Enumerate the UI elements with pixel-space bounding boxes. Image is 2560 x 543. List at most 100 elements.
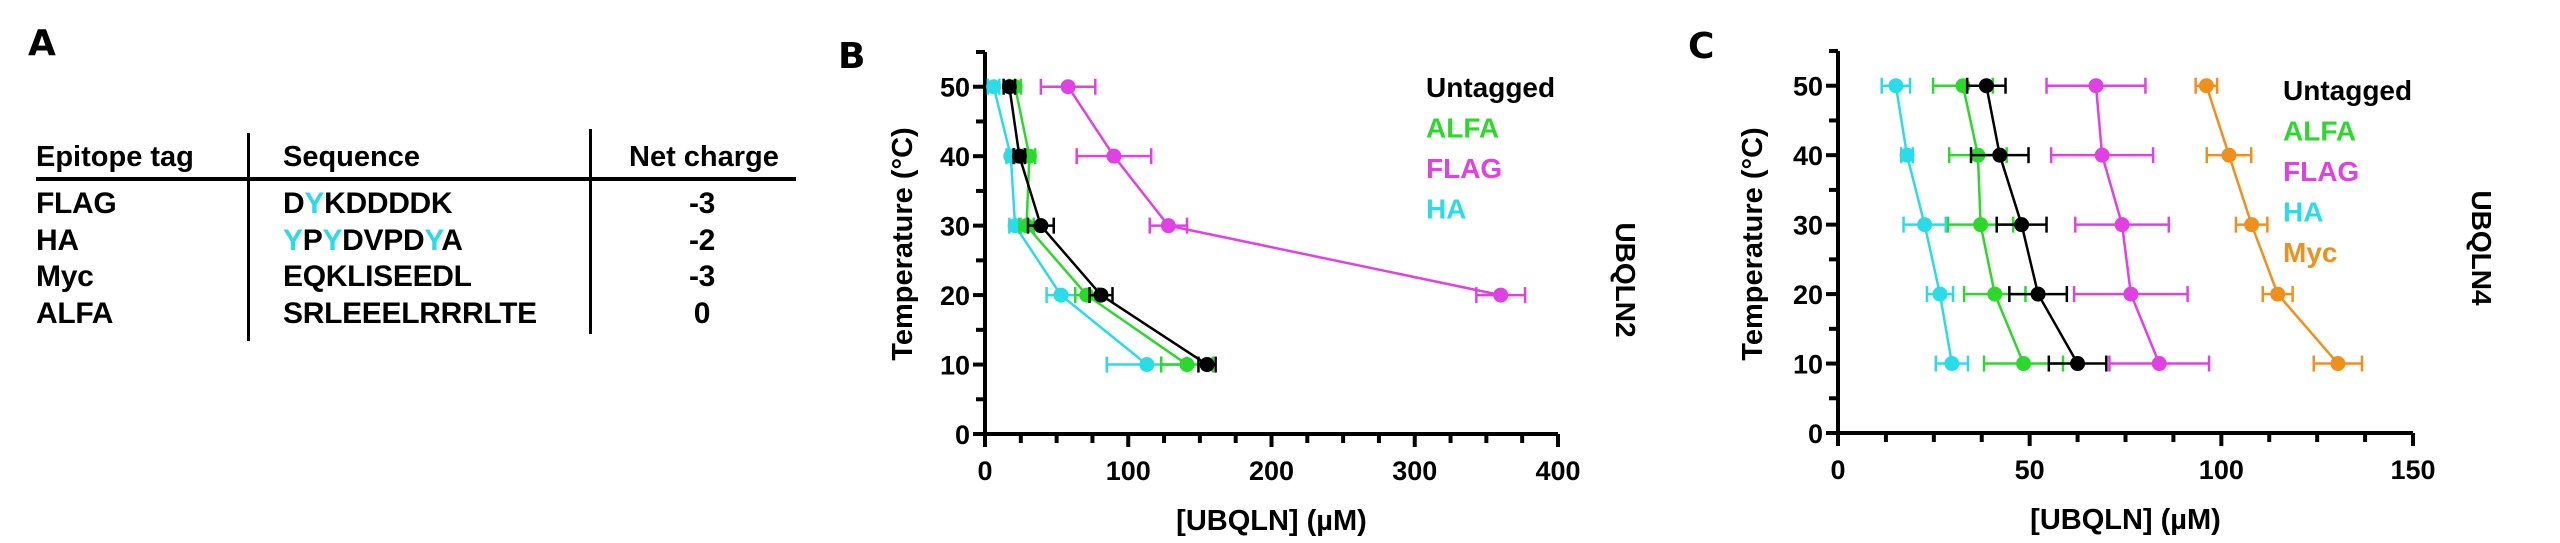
x-tick-label: 0	[977, 456, 992, 486]
chart-b-ubqln2: 0 100 200 300 400 0 10 20 30 40 50 [UBQLN] (µM) Temp…	[887, 50, 1641, 537]
data-point	[1917, 217, 1933, 233]
x-tick-label: 150	[2390, 455, 2435, 485]
panel-letter-a: A	[28, 23, 56, 64]
y-tick-label: 20	[940, 281, 970, 311]
y-tick-label: 20	[1793, 280, 1823, 310]
data-point	[2198, 78, 2214, 94]
sequence-segment: SRLEEELRRRLTE	[283, 297, 537, 330]
legend-entry: ALFA	[1426, 113, 1499, 144]
series-untagged	[1001, 78, 1217, 373]
highlighted-residue: Y	[304, 187, 325, 220]
data-point	[1033, 218, 1049, 234]
y-tick-label: 10	[940, 351, 970, 381]
header-epitope-tag: Epitope tag	[36, 141, 194, 173]
sequence-segment: P	[302, 224, 323, 257]
y-axis-title: Temperature (°C)	[887, 127, 919, 360]
data-point	[2270, 286, 2286, 302]
data-point	[2014, 217, 2030, 233]
y-tick-label: 50	[940, 73, 970, 103]
y-tick-label: 40	[940, 142, 970, 172]
data-point	[2070, 356, 2086, 372]
data-point	[986, 79, 1002, 95]
x-tick-label: 200	[1249, 456, 1294, 486]
sequence-segment: KDDDDK	[324, 187, 453, 220]
sequence-segment: EQKLISEEDL	[283, 260, 472, 293]
series-flag	[2045, 77, 2211, 372]
data-point	[1160, 218, 1176, 234]
data-point	[1973, 217, 1989, 233]
series-ha	[1880, 77, 1970, 372]
row-net-charge: -3	[688, 187, 716, 220]
highlighted-residue: Y	[424, 224, 442, 257]
data-point	[2221, 147, 2237, 163]
data-point	[2016, 356, 2032, 372]
x-tick-label: 100	[2199, 455, 2244, 485]
row-sequence: SRLEEELRRRLTE	[283, 296, 537, 332]
row-tag: Myc	[36, 260, 94, 293]
legend-entry: Myc	[2283, 237, 2337, 268]
x-axis-title: [UBQLN] (µM)	[1176, 505, 1367, 537]
data-point	[1053, 287, 1069, 303]
row-tag: ALFA	[36, 297, 114, 330]
legend-entry: FLAG	[2283, 156, 2359, 187]
legend-entry: ALFA	[2283, 116, 2356, 147]
row-sequence: EQKLISEEDL	[283, 259, 472, 295]
y-tick-label: 50	[1793, 72, 1823, 102]
legend-entry: FLAG	[1426, 153, 1502, 184]
x-axis-title: [UBQLN] (µM)	[2030, 504, 2221, 536]
row-sequence: DYKDDDDK	[283, 186, 453, 222]
legend-entry: Untagged	[2283, 75, 2412, 106]
row-net-charge: -2	[688, 224, 716, 257]
x-tick-label: 400	[1535, 456, 1580, 486]
data-point	[1106, 148, 1122, 164]
row-tag: FLAG	[36, 187, 117, 220]
row-net-charge: -3	[688, 260, 716, 293]
data-point	[1093, 287, 1109, 303]
data-point	[1888, 78, 1904, 94]
x-tick-label: 100	[1106, 456, 1151, 486]
panel-letter-c: C	[1688, 26, 1715, 67]
epitope-tag-table: Epitope tag Sequence Net charge FLAG DYKD…	[36, 128, 796, 343]
series-line	[1067, 86, 1501, 297]
series-untagged	[1965, 77, 2108, 372]
row-tag: HA	[36, 224, 79, 257]
data-point	[2123, 286, 2139, 302]
y-tick-label: 40	[1793, 141, 1823, 171]
data-point	[1992, 147, 2008, 163]
data-point	[1019, 218, 1035, 234]
series-flag	[1039, 78, 1527, 304]
protein-label: UBQLN4	[2466, 190, 2497, 306]
data-point	[1978, 78, 1994, 94]
data-point	[2244, 217, 2260, 233]
data-point	[1011, 148, 1027, 164]
data-point	[2151, 356, 2167, 372]
y-tick-label: 30	[1793, 211, 1823, 241]
data-point	[1987, 286, 2003, 302]
data-point	[1060, 79, 1076, 95]
x-tick-label: 50	[2015, 455, 2045, 485]
legend-entry: HA	[1426, 194, 1466, 225]
data-point	[1932, 286, 1948, 302]
legend-entry: Untagged	[1426, 72, 1555, 103]
header-divider	[36, 177, 796, 181]
header-net-charge: Net charge	[629, 141, 779, 173]
column-divider-2	[589, 129, 592, 334]
data-point	[2088, 78, 2104, 94]
data-point	[1139, 357, 1155, 373]
row-sequence: YPYDVPDYA	[283, 223, 463, 259]
sequence-segment: D	[283, 187, 305, 220]
chart-c-ubqln4: 0 50 100 150 0 10 20 30 40 50 [UBQLN] (µM) Temperat…	[1737, 49, 2497, 536]
protein-label: UBQLN2	[1610, 222, 1641, 337]
data-point	[2114, 217, 2130, 233]
column-divider-1	[247, 133, 250, 341]
data-point	[1944, 356, 1960, 372]
data-point	[1001, 79, 1017, 95]
data-point	[2030, 286, 2046, 302]
data-point	[1179, 357, 1195, 373]
x-tick-label: 300	[1392, 456, 1437, 486]
data-point	[1199, 357, 1215, 373]
data-point	[2330, 356, 2346, 372]
y-axis-title: Temperature (°C)	[1737, 127, 1769, 360]
y-tick-label: 0	[955, 420, 970, 450]
highlighted-residue: Y	[283, 224, 303, 257]
